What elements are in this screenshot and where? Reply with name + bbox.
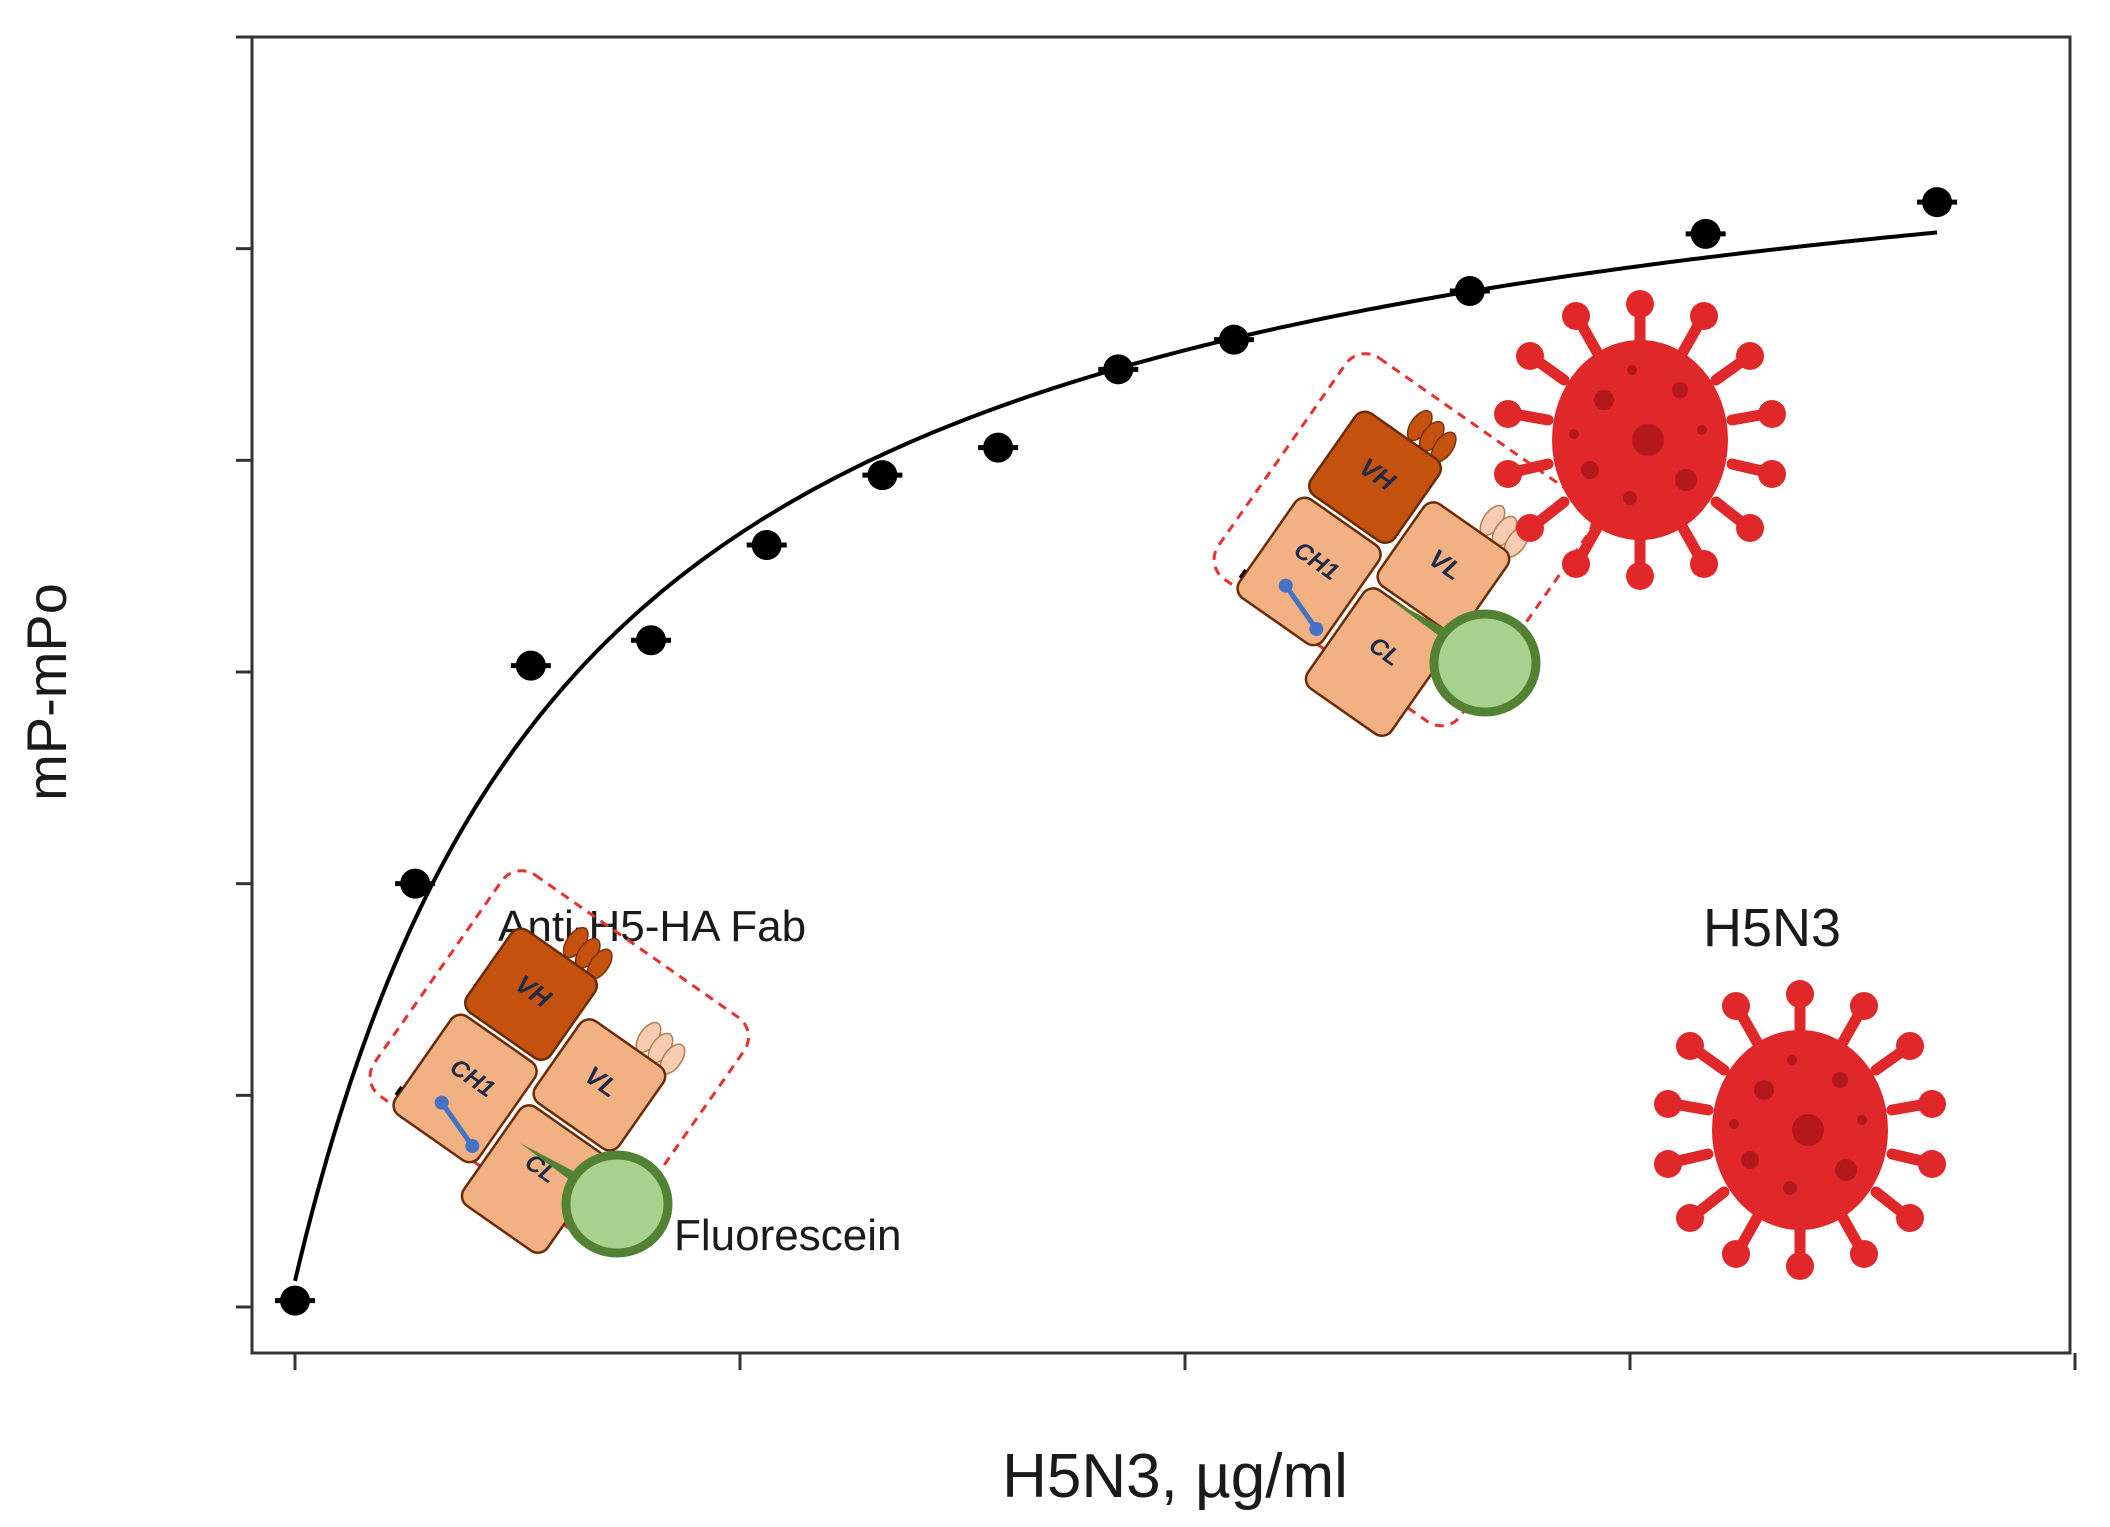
fluorescein-icon	[1388, 598, 1541, 717]
data-point	[1213, 324, 1254, 355]
y-axis-label: mP-mPo	[15, 583, 78, 801]
plot-frame	[250, 35, 2072, 1355]
fluorescein-icon	[520, 1143, 673, 1258]
y-axis-ticks	[236, 35, 252, 1309]
virus-label: H5N3	[1703, 898, 1841, 958]
data-point	[746, 530, 787, 560]
fluorescein-label: Fluorescein	[674, 1211, 901, 1260]
virus-icon	[1494, 290, 1786, 590]
fab-label: Anti-H5-HA Fab	[498, 902, 806, 951]
data-point	[978, 432, 1019, 463]
data-point	[631, 625, 671, 656]
fab-antibody-icon: VH VL CH1 CL	[338, 861, 758, 1285]
data-point	[1917, 187, 1958, 218]
data-point	[1685, 218, 1726, 249]
virus-icon	[1654, 980, 1946, 1280]
fab-antibody-icon: VH VL CH1 CL	[1182, 344, 1602, 768]
data-point	[862, 460, 903, 491]
data-point	[1098, 354, 1139, 385]
data-point	[275, 1285, 315, 1316]
data-point	[395, 868, 436, 899]
data-point	[1449, 276, 1490, 306]
data-point	[510, 650, 551, 681]
x-axis-ticks	[293, 1353, 2077, 1370]
x-axis-label: H5N3, µg/ml	[1002, 1442, 1348, 1511]
data-points	[275, 187, 1958, 1316]
